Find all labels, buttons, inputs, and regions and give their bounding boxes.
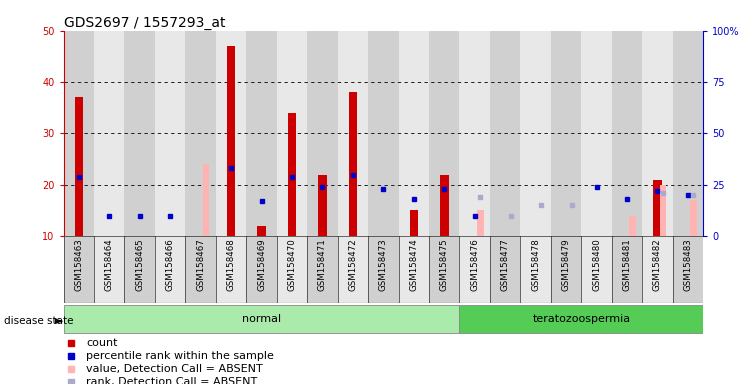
Bar xyxy=(629,216,636,288)
Text: GSM158473: GSM158473 xyxy=(378,238,388,291)
Text: GSM158471: GSM158471 xyxy=(318,238,327,291)
Bar xyxy=(216,31,246,236)
Text: ►: ► xyxy=(55,316,63,326)
Text: GSM158481: GSM158481 xyxy=(622,238,631,291)
Bar xyxy=(672,31,703,236)
Text: GSM158467: GSM158467 xyxy=(196,238,205,291)
Text: GSM158468: GSM158468 xyxy=(227,238,236,291)
Bar xyxy=(551,236,581,303)
Bar xyxy=(318,174,327,288)
Bar xyxy=(476,210,483,288)
Bar xyxy=(490,236,521,303)
Bar xyxy=(410,210,418,288)
Text: GSM158469: GSM158469 xyxy=(257,238,266,291)
Bar xyxy=(64,31,94,236)
Bar xyxy=(155,236,186,303)
Bar xyxy=(551,31,581,236)
Bar xyxy=(94,236,124,303)
Text: GSM158475: GSM158475 xyxy=(440,238,449,291)
Bar xyxy=(459,305,703,333)
Bar xyxy=(643,31,672,236)
Bar xyxy=(124,236,155,303)
Text: GSM158482: GSM158482 xyxy=(653,238,662,291)
Bar xyxy=(612,236,643,303)
Bar xyxy=(337,31,368,236)
Bar xyxy=(690,200,696,288)
Text: GSM158479: GSM158479 xyxy=(562,238,571,291)
Bar xyxy=(368,236,399,303)
Text: GSM158464: GSM158464 xyxy=(105,238,114,291)
Text: GSM158465: GSM158465 xyxy=(135,238,144,291)
Text: value, Detection Call = ABSENT: value, Detection Call = ABSENT xyxy=(86,364,263,374)
Bar xyxy=(246,236,277,303)
Bar xyxy=(349,92,357,288)
Text: count: count xyxy=(86,338,117,348)
Bar xyxy=(277,236,307,303)
Bar xyxy=(660,185,666,288)
Bar xyxy=(521,31,551,236)
Bar xyxy=(257,226,266,288)
Bar xyxy=(227,46,236,288)
Bar xyxy=(203,164,209,288)
Bar xyxy=(429,31,459,236)
Bar xyxy=(94,31,124,236)
Bar xyxy=(124,31,155,236)
Bar xyxy=(155,31,186,236)
Bar xyxy=(672,236,703,303)
Text: rank, Detection Call = ABSENT: rank, Detection Call = ABSENT xyxy=(86,377,257,384)
Bar xyxy=(307,236,337,303)
Bar xyxy=(307,31,337,236)
Text: GSM158480: GSM158480 xyxy=(592,238,601,291)
Bar xyxy=(399,31,429,236)
Text: GSM158466: GSM158466 xyxy=(165,238,175,291)
Text: GSM158472: GSM158472 xyxy=(349,238,358,291)
Bar xyxy=(612,31,643,236)
Text: percentile rank within the sample: percentile rank within the sample xyxy=(86,351,274,361)
Text: GSM158478: GSM158478 xyxy=(531,238,540,291)
Text: GSM158476: GSM158476 xyxy=(470,238,479,291)
Text: GSM158477: GSM158477 xyxy=(500,238,509,291)
Bar xyxy=(459,236,490,303)
Bar xyxy=(490,31,521,236)
Bar xyxy=(368,31,399,236)
Bar xyxy=(246,31,277,236)
Text: normal: normal xyxy=(242,314,281,324)
Bar xyxy=(337,236,368,303)
Bar xyxy=(75,98,83,288)
Bar xyxy=(186,31,216,236)
Text: GSM158483: GSM158483 xyxy=(684,238,693,291)
Bar xyxy=(581,236,612,303)
Bar xyxy=(186,236,216,303)
Bar xyxy=(581,31,612,236)
Bar xyxy=(459,31,490,236)
Bar xyxy=(440,174,449,288)
Bar xyxy=(64,236,94,303)
Text: GSM158474: GSM158474 xyxy=(409,238,418,291)
Bar xyxy=(64,305,459,333)
Bar xyxy=(521,236,551,303)
Text: teratozoospermia: teratozoospermia xyxy=(533,314,631,324)
Bar xyxy=(277,31,307,236)
Bar xyxy=(399,236,429,303)
Bar xyxy=(216,236,246,303)
Bar xyxy=(429,236,459,303)
Text: GSM158463: GSM158463 xyxy=(74,238,83,291)
Text: GDS2697 / 1557293_at: GDS2697 / 1557293_at xyxy=(64,16,225,30)
Text: disease state: disease state xyxy=(4,316,73,326)
Bar xyxy=(653,180,662,288)
Bar xyxy=(643,236,672,303)
Text: GSM158470: GSM158470 xyxy=(287,238,296,291)
Bar xyxy=(288,113,296,288)
